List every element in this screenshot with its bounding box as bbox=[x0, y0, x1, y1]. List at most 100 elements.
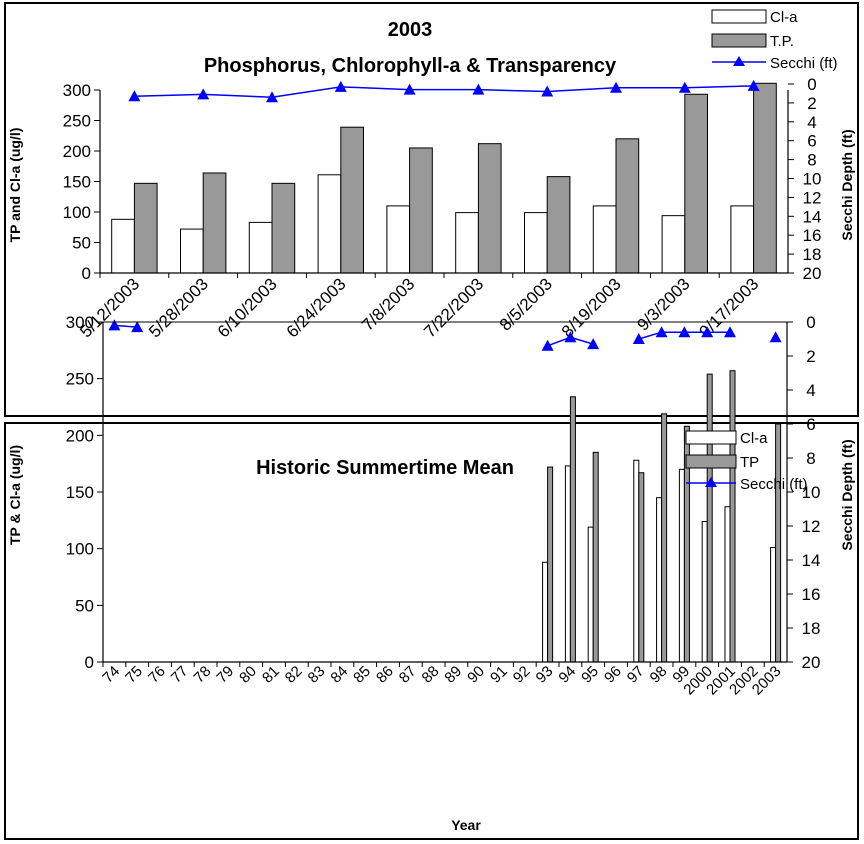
chart-historic-bars bbox=[542, 370, 782, 663]
chart-historic-bar-tp-29 bbox=[775, 423, 782, 663]
legend-swatch-cla bbox=[711, 9, 767, 24]
chart-historic-bar-cla-21 bbox=[587, 526, 594, 663]
chart-2003-secchi-point-8 bbox=[678, 81, 691, 93]
legend2-marker-secchi bbox=[705, 477, 717, 487]
chart-2003-y2tick-label-8: 8 bbox=[807, 151, 816, 170]
chart-2003-ytick-label-250: 250 bbox=[63, 112, 91, 131]
legend2-label-cla: Cl-a bbox=[740, 430, 768, 447]
chart-historic-y-ticks: 0 50 100 150 200 250 300 bbox=[66, 313, 103, 672]
chart-2003-title: 2003 bbox=[388, 19, 433, 41]
chart-historic-y2tick-label-18: 18 bbox=[802, 619, 821, 638]
chart-2003-y2tick-label-6: 6 bbox=[807, 132, 816, 151]
chart-2003-bar-tp-3 bbox=[340, 126, 365, 274]
chart-2003-bar-cla-1 bbox=[179, 228, 204, 274]
chart-2003-subtitle: Phosphorus, Chlorophyll-a & Transparency bbox=[204, 55, 617, 77]
chart-2003-bar-tp-4 bbox=[409, 147, 433, 274]
legend2-label-secchi: Secchi (ft) bbox=[740, 476, 808, 493]
chart-2003-y2tick-label-18: 18 bbox=[803, 245, 822, 264]
chart-2003-bar-tp-2 bbox=[271, 182, 296, 274]
chart-2003-ylabel: TP and Cl-a (ug/l) bbox=[7, 128, 23, 243]
chart-2003-bar-cla-8 bbox=[661, 215, 686, 274]
chart-historic-secchi-point-1 bbox=[131, 321, 144, 333]
chart-2003-bar-cla-5 bbox=[455, 212, 479, 274]
chart-2003-secchi-point-7 bbox=[610, 81, 622, 93]
chart-historic-secchi-point-26 bbox=[701, 326, 714, 338]
chart-historic-bar-cla-20 bbox=[564, 465, 571, 663]
chart-historic-frame bbox=[4, 422, 859, 840]
chart-historic-ytick-label-0: 0 bbox=[85, 653, 94, 672]
chart-historic-y2tick-label-6: 6 bbox=[806, 415, 815, 434]
chart-historic-y2tick-label-12: 12 bbox=[802, 517, 821, 536]
chart-2003-bar-tp-1 bbox=[202, 172, 227, 274]
chart-2003-y2tick-label-12: 12 bbox=[803, 188, 822, 207]
chart-2003-bars bbox=[111, 82, 777, 274]
chart-2003-y2tick-label-20: 20 bbox=[803, 264, 822, 283]
chart-2003-bar-cla-7 bbox=[592, 205, 617, 274]
chart-historic-y2tick-label-4: 4 bbox=[806, 381, 815, 400]
chart-historic-y2label: Secchi Depth (ft) bbox=[839, 439, 855, 550]
chart-historic-secchi-point-27 bbox=[724, 326, 736, 338]
chart-2003-legend: Cl-a T.P. Secchi (ft) bbox=[711, 9, 838, 72]
chart-historic-ylabel: TP & Cl-a (ug/l) bbox=[7, 445, 23, 545]
chart-2003-bar-cla-6 bbox=[523, 212, 548, 274]
chart-historic-secchi-point-21 bbox=[587, 338, 600, 350]
chart-2003-bar-cla-9 bbox=[730, 205, 755, 274]
chart-historic-title: Historic Summertime Mean bbox=[256, 457, 514, 479]
chart-2003-y2tick-label-14: 14 bbox=[803, 207, 822, 226]
chart-2003-y2tick-label-16: 16 bbox=[803, 226, 822, 245]
chart-2003-secchi-point-5 bbox=[472, 83, 485, 95]
chart-historic-bar-tp-24 bbox=[661, 413, 668, 663]
legend-label-tp: T.P. bbox=[770, 33, 794, 50]
chart-2003-y2tick-label-10: 10 bbox=[803, 170, 822, 189]
chart-2003-secchi-point-6 bbox=[541, 85, 554, 97]
chart-historic-y2tick-label-2: 2 bbox=[806, 347, 815, 366]
chart-2003-ytick-label-100: 100 bbox=[63, 203, 91, 222]
chart-historic-y2-ticks: 0 2 4 6 8 10 12 14 16 18 20 bbox=[787, 313, 820, 672]
legend2-label-tp: TP bbox=[740, 454, 759, 471]
chart-2003-secchi-line bbox=[128, 79, 760, 103]
chart-2003-ytick-label-0: 0 bbox=[82, 264, 91, 283]
chart-historic-y2tick-label-0: 0 bbox=[806, 313, 815, 332]
chart-historic-bar-tp-23 bbox=[638, 472, 645, 663]
chart-2003-bar-tp-9 bbox=[753, 82, 777, 274]
chart-historic-ytick-label-250: 250 bbox=[66, 370, 94, 389]
chart-2003-bar-tp-6 bbox=[546, 176, 571, 274]
chart-2003-y2label: Secchi Depth (ft) bbox=[839, 129, 855, 240]
chart-2003-bar-cla-3 bbox=[317, 174, 342, 274]
chart-2003-secchi-point-9 bbox=[747, 79, 760, 91]
chart-2003-y2tick-label-4: 4 bbox=[807, 113, 816, 132]
legend-marker-secchi bbox=[733, 56, 745, 66]
chart-2003-bar-cla-2 bbox=[248, 221, 273, 274]
chart-historic-bar-tp-26 bbox=[706, 373, 713, 663]
chart-historic-y2tick-label-16: 16 bbox=[802, 585, 821, 604]
legend2-swatch-cla bbox=[685, 430, 737, 445]
chart-2003-ytick-label-150: 150 bbox=[63, 173, 91, 192]
chart-2003-bar-tp-8 bbox=[684, 93, 709, 274]
chart-historic-x-labels: 7475767778798081828384858687888990919293… bbox=[99, 662, 784, 698]
chart-historic-bar-cla-24 bbox=[656, 497, 663, 663]
chart-historic-bar-tp-19 bbox=[547, 466, 554, 663]
chart-historic-legend: Cl-a TP Secchi (ft) bbox=[685, 430, 808, 493]
chart-historic-ytick-label-50: 50 bbox=[75, 596, 94, 615]
chart-historic-secchi-point-24 bbox=[655, 326, 668, 338]
legend-label-cla: Cl-a bbox=[770, 9, 798, 26]
chart-2003-bar-cla-0 bbox=[111, 218, 135, 274]
chart-historic-bar-cla-25 bbox=[678, 468, 685, 663]
chart-2003-secchi-point-2 bbox=[266, 91, 278, 103]
chart-historic-secchi-point-29 bbox=[769, 331, 782, 343]
chart-historic-bar-cla-23 bbox=[633, 459, 640, 663]
legend2-swatch-tp bbox=[685, 454, 737, 469]
chart-2003-secchi-point-3 bbox=[334, 80, 347, 92]
chart-historic-secchi-point-23 bbox=[632, 333, 645, 344]
chart-historic-secchi-point-20 bbox=[564, 331, 577, 343]
chart-2003-bar-tp-0 bbox=[133, 182, 158, 274]
legend-label-secchi: Secchi (ft) bbox=[770, 55, 838, 72]
chart-2003-bar-cla-4 bbox=[386, 205, 411, 274]
chart-2003-secchi-segment-0 bbox=[134, 85, 754, 98]
chart-2003: 2003 Phosphorus, Chlorophyll-a & Transpa… bbox=[4, 2, 859, 417]
chart-historic-secchi-point-0 bbox=[108, 319, 121, 331]
chart-historic-bar-cla-26 bbox=[701, 520, 708, 663]
chart-2003-bar-tp-5 bbox=[477, 143, 502, 274]
